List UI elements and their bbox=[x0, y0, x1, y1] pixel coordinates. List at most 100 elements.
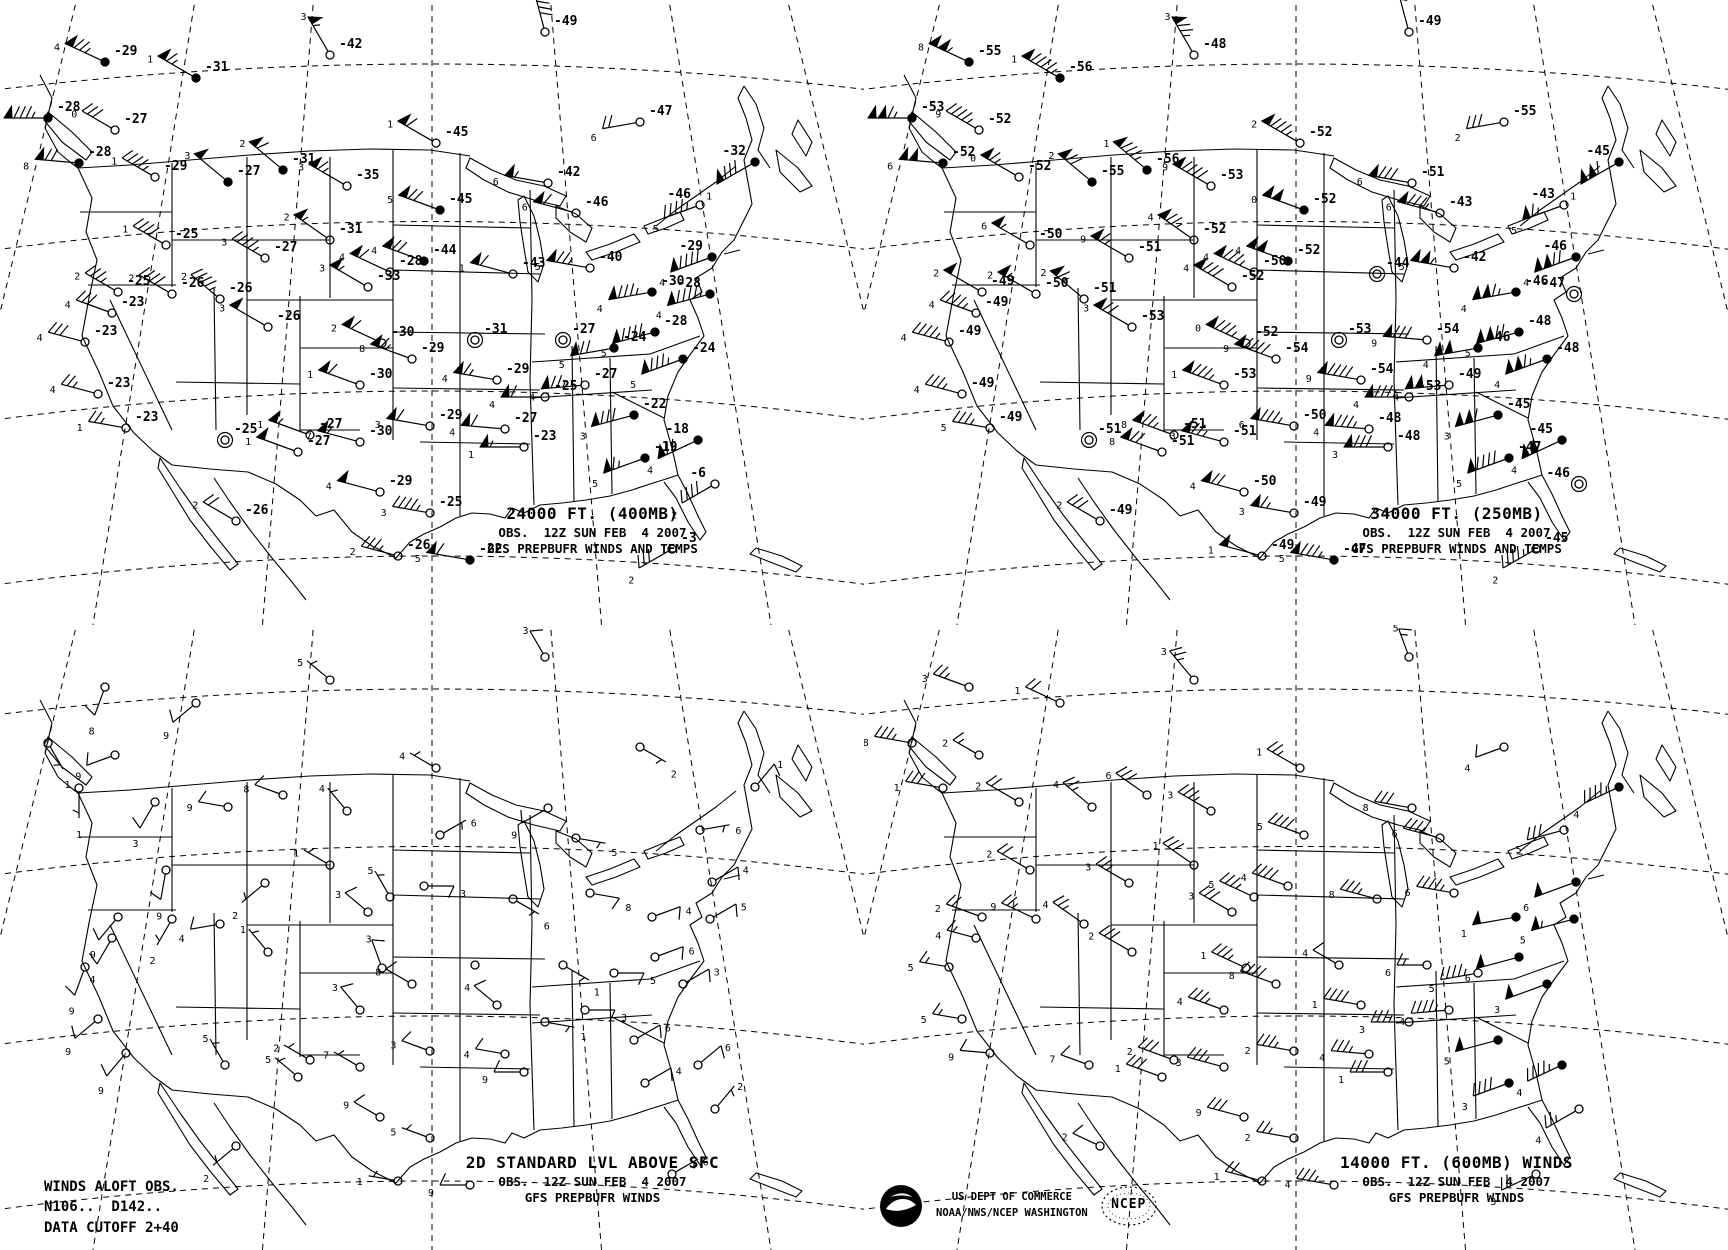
station-temp: -30 bbox=[369, 424, 393, 439]
panel-title: 2D STANDARD LVL ABOVE SFC bbox=[465, 1153, 720, 1172]
station-digit: 4 bbox=[1177, 997, 1183, 1008]
station-plot: 6 -47 bbox=[591, 104, 673, 144]
station-plot: 8 bbox=[585, 888, 631, 914]
station-plot: 1 bbox=[43, 738, 71, 791]
station-temp: -46 bbox=[585, 195, 609, 210]
station-digit: 2 bbox=[284, 213, 290, 224]
station-plot: 5 -45 bbox=[387, 185, 472, 215]
station-digit: 2 bbox=[987, 271, 993, 282]
panel-product-line: GFS PREPBUFR WINDS AND TEMPS bbox=[487, 541, 698, 557]
station-plot: 1 -30 bbox=[307, 360, 393, 390]
station-plot: 4 bbox=[464, 979, 502, 1010]
station-digit: 4 bbox=[743, 866, 749, 877]
station-temp: -48 bbox=[1203, 37, 1227, 52]
station-digit: 5 bbox=[390, 1128, 396, 1139]
station-plot: 1 bbox=[1152, 836, 1199, 870]
station-plot: 4 bbox=[1177, 987, 1229, 1015]
station-plot: -47 bbox=[1542, 276, 1583, 303]
station-digit: 9 bbox=[187, 803, 193, 814]
station-plot: 3 bbox=[1085, 856, 1134, 888]
panel-obs-line: OBS. 12Z SUN FEB 4 2007 bbox=[498, 1173, 687, 1189]
station-digit: 5 bbox=[202, 1034, 208, 1045]
station-plot: 3 bbox=[335, 886, 373, 917]
station-digit: 4 bbox=[464, 983, 470, 994]
station-temp: -52 bbox=[1255, 325, 1278, 340]
station-plot: 3 -51 bbox=[1170, 419, 1257, 447]
station-digit: 9 bbox=[69, 1007, 75, 1018]
station-plot: 8 bbox=[85, 682, 110, 738]
station-digit: 6 bbox=[591, 133, 597, 144]
station-temp: -35 bbox=[356, 168, 379, 183]
station-plot: 2 bbox=[710, 1082, 743, 1114]
station-temp: -49 bbox=[971, 376, 994, 391]
station-digit: 3 bbox=[1188, 892, 1194, 903]
station-plot: 8 bbox=[243, 775, 288, 800]
station-temp: -23 bbox=[94, 324, 117, 339]
station-digit: 4 bbox=[339, 253, 345, 264]
station-digit: 9 bbox=[1223, 344, 1229, 355]
station-plot: 8 -29 bbox=[359, 334, 444, 364]
station-plot: 5 bbox=[367, 866, 395, 902]
station-plot: 4 bbox=[1319, 1039, 1374, 1064]
station-digit: 5 bbox=[1257, 822, 1263, 833]
station-plot: 4 bbox=[1042, 895, 1089, 929]
station-plot: 3 bbox=[678, 968, 720, 989]
station-digit: 4 bbox=[464, 1050, 470, 1061]
station-plot: 1 -45 bbox=[1570, 144, 1624, 203]
station-digit: 3 bbox=[714, 968, 720, 979]
station-digit: 5 bbox=[415, 554, 421, 565]
station-digit: 4 bbox=[929, 300, 935, 311]
station-digit: 1 bbox=[111, 157, 117, 168]
station-digit: 1 bbox=[1200, 951, 1206, 962]
station-digit: 9 bbox=[98, 1086, 104, 1097]
station-plot: 3 -42 bbox=[300, 12, 362, 60]
station-digit: 4 bbox=[1573, 810, 1579, 821]
station-temp: -48 bbox=[1378, 411, 1402, 426]
station-temp: -52 bbox=[1203, 222, 1226, 237]
station-digit: 6 bbox=[1405, 888, 1411, 899]
station-plot: 4 bbox=[399, 751, 441, 773]
station-digit: 3 bbox=[298, 163, 304, 174]
station-digit: 2 bbox=[203, 1174, 209, 1185]
station-digit: 1 bbox=[530, 0, 536, 1]
station-digit: 6 bbox=[522, 202, 528, 213]
station-digit: 4 bbox=[1494, 380, 1500, 391]
station-digit: 6 bbox=[665, 1024, 671, 1035]
station-plot: 5 bbox=[1444, 1035, 1503, 1068]
station-plot: 9 bbox=[343, 1094, 385, 1122]
station-plot: 0 -52 bbox=[1195, 315, 1278, 348]
station-plot: 2 bbox=[975, 775, 1024, 807]
station-digit: 6 bbox=[493, 177, 499, 188]
station-digit: 1 bbox=[1014, 686, 1020, 697]
station-plot: 8 bbox=[375, 961, 417, 989]
station-plot: 1 bbox=[293, 848, 335, 870]
station-plot: 4 -52 bbox=[1148, 208, 1226, 245]
station-plot: 4 -29 bbox=[442, 360, 529, 385]
station-temp: -27 bbox=[274, 240, 297, 255]
station-plot: -53 bbox=[1330, 322, 1371, 349]
ncep-label: NCEP bbox=[1111, 1197, 1147, 1212]
station-digit: 8 bbox=[243, 785, 249, 796]
station-temp: -25 bbox=[439, 495, 462, 510]
station-plot: 6 bbox=[629, 1024, 671, 1045]
station-plot: 5 bbox=[609, 968, 656, 987]
corner-line-2: N106.. D142.. bbox=[44, 1199, 163, 1216]
station-digit: 4 bbox=[449, 427, 455, 438]
station-plot: 4 -29 bbox=[659, 239, 717, 289]
station-digit: 0 bbox=[1251, 195, 1257, 206]
station-plot: 6 bbox=[435, 819, 477, 840]
station-digit: 5 bbox=[653, 224, 659, 235]
station-plot: 4 bbox=[319, 784, 352, 816]
station-plot: 9 bbox=[75, 750, 120, 782]
station-temp: -31 bbox=[205, 60, 229, 75]
station-temp: -26 bbox=[229, 281, 253, 296]
station-plot: 3 -27 bbox=[221, 231, 297, 263]
station-digit: 4 bbox=[371, 246, 377, 257]
station-temp: -45 bbox=[449, 192, 472, 207]
station-digit: 1 bbox=[459, 263, 465, 274]
station-plot: 4 bbox=[1464, 742, 1509, 774]
station-temp: -46 bbox=[1525, 274, 1549, 289]
station-digit: 5 bbox=[1393, 625, 1399, 634]
station-digit: 2 bbox=[1062, 1133, 1068, 1144]
